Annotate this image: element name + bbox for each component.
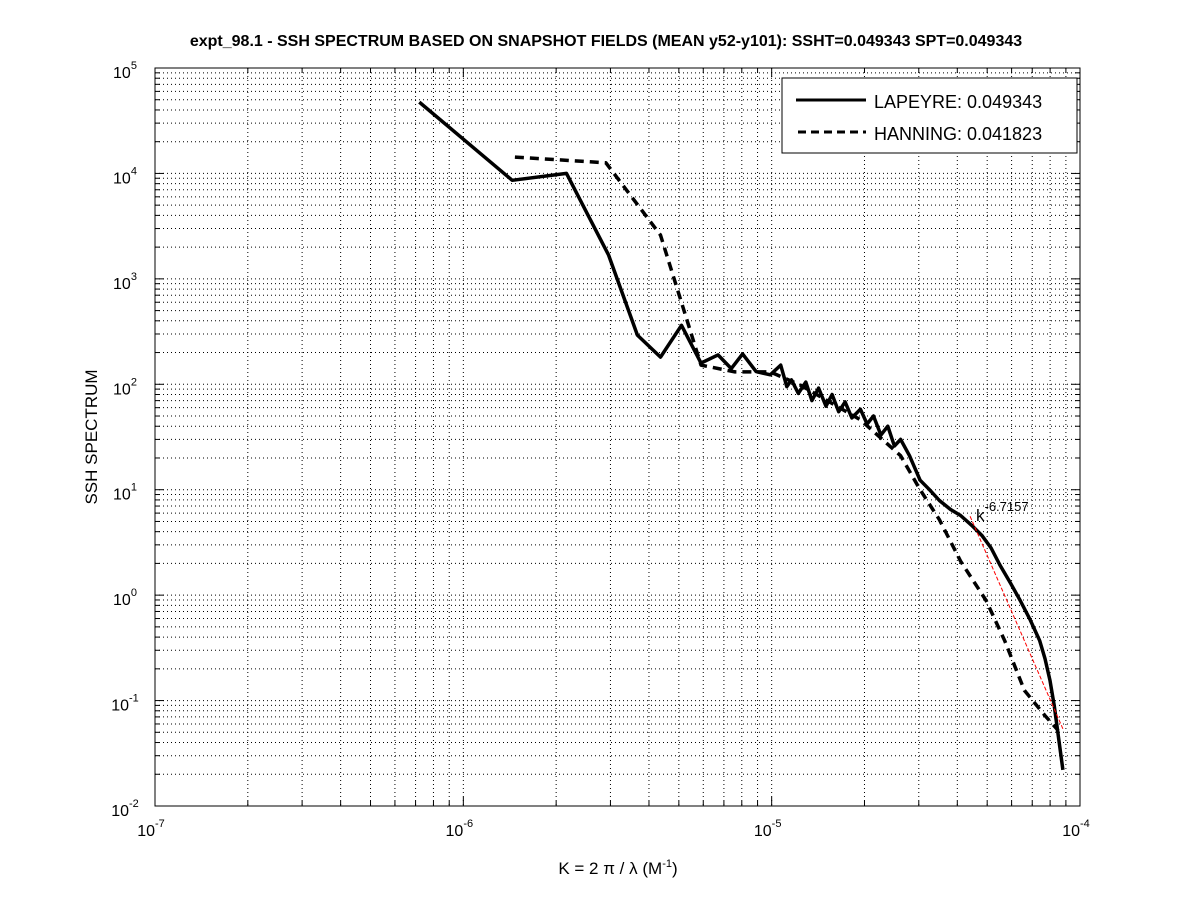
y-tick-label: 10-1 — [111, 693, 139, 715]
y-tick-label: 101 — [113, 482, 137, 504]
series-lapeyre-line — [418, 100, 1065, 771]
y-tick-label: 100 — [113, 587, 137, 609]
axis-ticks: 10-7 10-6 10-5 10-4 10-2 10-1 100 101 102 103 104 1… — [111, 60, 1090, 840]
legend-box — [781, 77, 1078, 154]
grid — [155, 68, 1080, 806]
x-tick-label: 10-5 — [754, 818, 782, 840]
y-tick-label: 103 — [113, 271, 137, 293]
y-tick-label: 102 — [113, 376, 137, 398]
series-hanning-line — [514, 155, 1060, 732]
legend-label-hanning: HANNING: 0.041823 — [874, 124, 1042, 144]
y-tick-label: 10-2 — [111, 798, 139, 820]
y-tick-label: 104 — [113, 165, 137, 187]
series-group — [418, 100, 1065, 771]
x-tick-label: 10-4 — [1062, 818, 1090, 840]
legend-label-lapeyre: LAPEYRE: 0.049343 — [874, 92, 1042, 112]
y-axis-label: SSH SPECTRUM — [82, 369, 101, 504]
legend: LAPEYRE: 0.049343 HANNING: 0.041823 — [781, 77, 1078, 154]
fit-annotation: k-6.7157 — [976, 499, 1029, 525]
y-tick-label: 105 — [113, 60, 137, 82]
fit-line — [969, 516, 1064, 729]
chart-title: expt_98.1 - SSH SPECTRUM BASED ON SNAPSH… — [190, 33, 1022, 50]
x-axis-label: K = 2 π / λ (M-1) — [558, 858, 677, 878]
x-tick-label: 10-6 — [446, 818, 474, 840]
x-tick-label: 10-7 — [137, 818, 165, 840]
plot-frame — [154, 67, 1081, 807]
